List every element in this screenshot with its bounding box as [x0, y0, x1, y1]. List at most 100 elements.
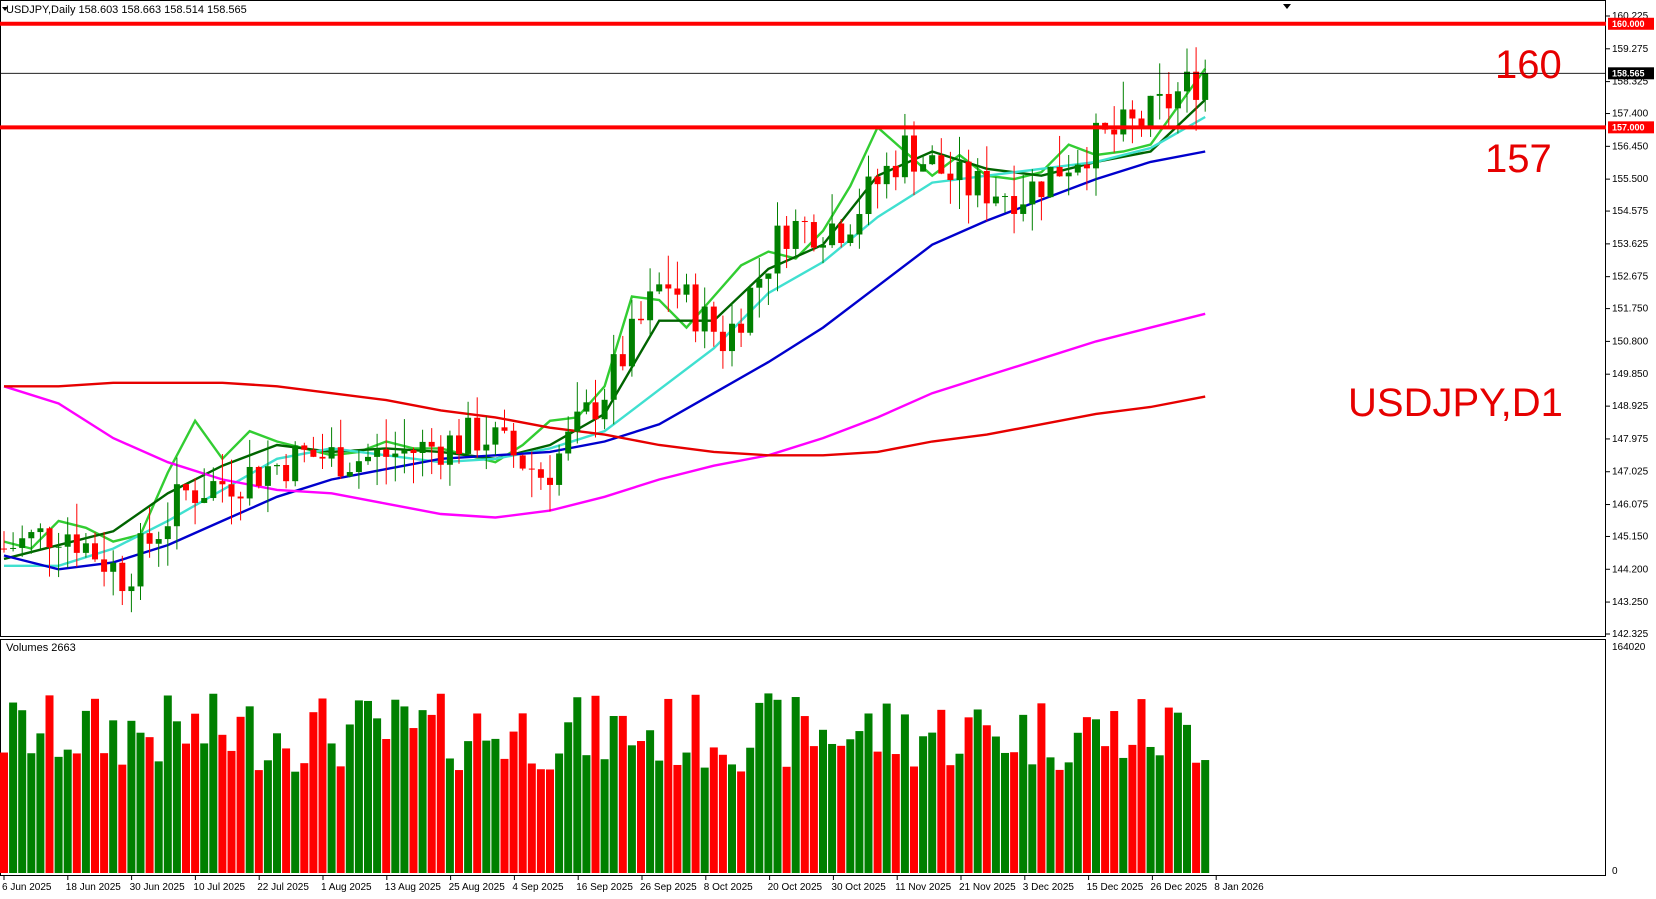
volume-bar [91, 698, 99, 873]
volume-bar [263, 760, 272, 873]
candle-body [410, 449, 417, 453]
candle-body [1047, 166, 1054, 198]
candle-body [119, 562, 126, 592]
volume-bar [864, 713, 873, 873]
volume-bar [300, 763, 309, 873]
volume-bar [200, 743, 209, 873]
volume-bar [664, 698, 673, 873]
candle-body [201, 498, 208, 503]
volume-bar [400, 706, 409, 873]
volume-bar [764, 693, 773, 873]
volume-bar [218, 734, 227, 873]
volume-bar [254, 770, 263, 873]
candle-body [665, 284, 672, 289]
volume-bar [427, 714, 436, 873]
volume-bar [109, 720, 118, 873]
candle-body [965, 161, 972, 196]
date-tick-label: 30 Oct 2025 [831, 882, 886, 893]
candle-body [610, 354, 617, 400]
volume-bar [436, 693, 445, 873]
candle-body [738, 323, 745, 333]
candle-body [820, 245, 826, 248]
volume-bar [618, 715, 627, 873]
candle-body [1174, 91, 1181, 109]
badge-current [1608, 67, 1654, 80]
price-tick-label: 150.800 [1612, 336, 1649, 347]
volume-bar [327, 743, 336, 873]
volume-bar [700, 767, 709, 873]
price-tick-label: 156.450 [1612, 141, 1649, 152]
candle-body [310, 449, 317, 457]
collapse-arrow-icon[interactable] [2, 7, 8, 11]
candle-body [929, 155, 936, 165]
volume-bar [1010, 752, 1019, 873]
candle-body [73, 534, 80, 553]
volume-bar [773, 699, 782, 873]
price-tick-label: 154.575 [1612, 206, 1649, 217]
candle-body [556, 453, 563, 485]
date-tick-label: 16 Sep 2025 [576, 882, 633, 893]
volume-bar [646, 730, 655, 873]
candle-body [701, 306, 708, 332]
candle-body [146, 533, 153, 544]
candle-body [19, 538, 26, 548]
volume-bar [1192, 762, 1201, 873]
moving-average-line [4, 115, 1206, 567]
price-tick-label: 142.325 [1612, 629, 1649, 640]
candle-body [547, 477, 553, 485]
volume-bar [118, 764, 127, 873]
date-tick-label: 25 Aug 2025 [449, 882, 506, 893]
candle-body [792, 220, 799, 249]
shift-marker-icon[interactable] [1283, 4, 1291, 9]
moving-averages [3, 67, 1207, 571]
candle-body [647, 291, 654, 321]
volume-bar [473, 713, 482, 873]
date-tick-label: 18 Jun 2025 [66, 882, 121, 893]
candle-body [28, 532, 35, 539]
volume-min-label: 0 [1612, 866, 1618, 877]
date-tick-label: 13 Aug 2025 [385, 882, 442, 893]
volume-bar [45, 695, 54, 873]
date-tick-label: 4 Sep 2025 [512, 882, 564, 893]
candle-body [983, 171, 990, 204]
candle-body [1011, 196, 1018, 214]
volume-bar [1183, 724, 1191, 873]
volume-bar [1064, 762, 1073, 873]
volume-bar [718, 754, 727, 873]
volume-bar [163, 695, 172, 873]
candle-body [474, 417, 481, 451]
volume-bar [391, 699, 400, 873]
volume-bar [536, 769, 545, 873]
price-tick-label: 152.675 [1612, 272, 1649, 283]
candle-body [1056, 166, 1063, 177]
candle-body [1093, 122, 1099, 169]
price-tick-label: 151.750 [1612, 304, 1649, 315]
candle-body [46, 528, 53, 548]
candle-body [710, 306, 717, 332]
volume-bar [527, 763, 536, 873]
date-tick-label: 3 Dec 2025 [1023, 882, 1075, 893]
candle-body [583, 402, 590, 412]
candle-body [674, 288, 681, 295]
candle-body [10, 547, 17, 549]
candle-body [856, 214, 863, 235]
volume-bar [18, 710, 27, 873]
price-tick-label: 147.975 [1612, 434, 1649, 445]
date-tick-label: 26 Sep 2025 [640, 882, 697, 893]
volume-bar [1092, 719, 1100, 873]
volume-bar [1001, 752, 1009, 873]
volume-bar [928, 732, 937, 873]
candle-body [456, 435, 462, 454]
price-panel-frame [0, 0, 1606, 637]
volume-bar [855, 731, 864, 873]
volume-bar [100, 753, 109, 873]
volume-bar [0, 752, 8, 873]
candle-body [492, 427, 499, 445]
horizontal-levels[interactable] [0, 21, 1606, 130]
volume-bar [573, 697, 582, 873]
candle-body [37, 528, 44, 533]
volume-bar [627, 745, 636, 873]
candle-body [192, 490, 199, 503]
